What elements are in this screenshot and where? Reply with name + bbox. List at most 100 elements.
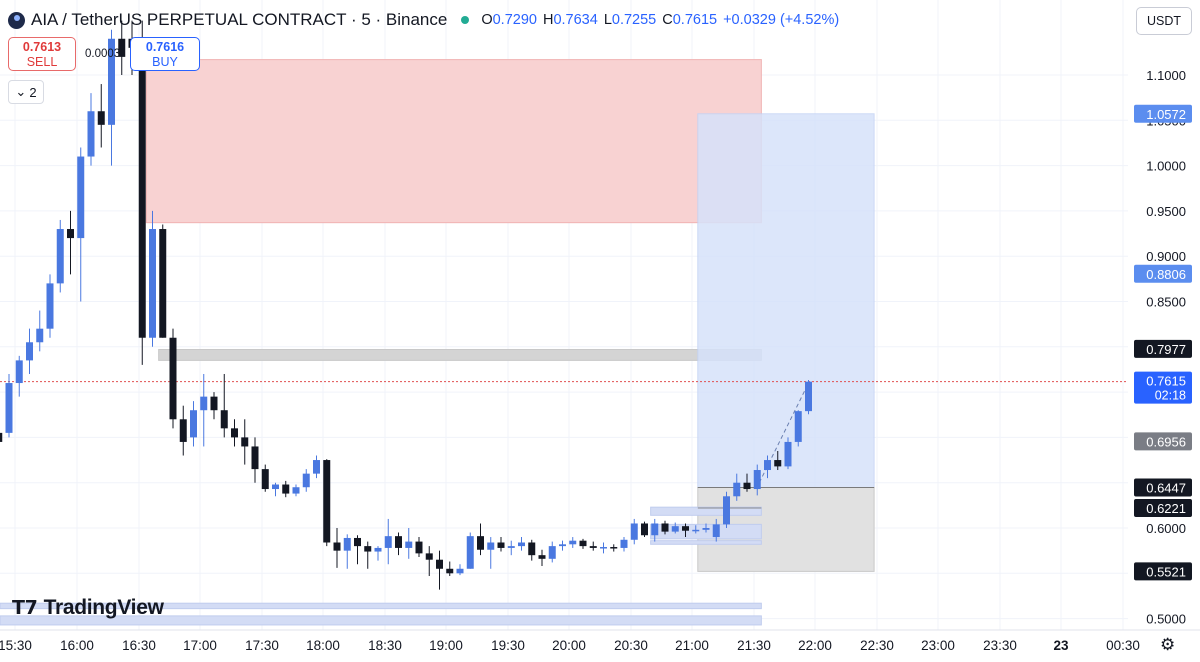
- chevron-down-icon: ⌄: [15, 84, 27, 99]
- candle-body: [364, 546, 372, 552]
- candle-body: [805, 381, 812, 412]
- demand-zone: [650, 506, 762, 516]
- market-status-dot-icon: [461, 16, 470, 24]
- candle-body: [118, 38, 126, 57]
- tradingview-mark-icon: 𝗧𝟳: [12, 597, 38, 619]
- candle-body: [661, 523, 669, 532]
- candle-body: [190, 410, 197, 438]
- price-axis: 1.10001.05001.00000.95000.90000.85000.80…: [1134, 68, 1192, 627]
- demand-zone: [0, 615, 762, 626]
- candle-body: [610, 547, 618, 549]
- ohlc-open-label: O: [481, 12, 493, 28]
- symbol-logo-icon: [8, 11, 25, 29]
- time-tick-label: 15:30: [0, 638, 32, 653]
- time-tick-label: 16:30: [122, 638, 156, 653]
- ohlc-high: 0.7634: [553, 12, 598, 28]
- candle-body: [220, 410, 228, 429]
- candle-body: [446, 568, 454, 574]
- brand-name: TradingView: [43, 596, 164, 619]
- tradingview-logo[interactable]: 𝗧𝟳 TradingView: [12, 596, 164, 620]
- candle-body: [282, 484, 290, 494]
- buy-button[interactable]: 0.7616 BUY: [130, 37, 200, 71]
- candle-body: [600, 547, 607, 549]
- price-label-bg: [1134, 478, 1192, 497]
- currency-button[interactable]: USDT: [1136, 7, 1192, 35]
- ohlc-open: 0.7290: [492, 12, 537, 28]
- candle-body: [682, 526, 689, 531]
- countdown-label-text: 02:18: [1155, 389, 1186, 403]
- time-tick-label: 19:30: [491, 638, 525, 653]
- price-label-bg: [1134, 562, 1192, 581]
- candle-body: [251, 446, 259, 470]
- candle-body: [292, 487, 300, 494]
- candle-body: [579, 540, 587, 547]
- candle-body: [108, 38, 115, 125]
- price-label: 1.0572: [1134, 104, 1192, 123]
- candle-body: [702, 528, 710, 530]
- candle-body: [159, 229, 167, 338]
- candle-body: [507, 546, 515, 548]
- price-label-bg: [1134, 432, 1192, 451]
- time-tick-label: 20:00: [552, 638, 586, 653]
- time-tick-label: 18:00: [306, 638, 340, 653]
- candle-body: [0, 432, 3, 442]
- candle-body: [138, 47, 146, 338]
- price-tick-label: 0.9500: [1146, 204, 1186, 219]
- candle-body: [487, 542, 495, 550]
- ohlc-close: 0.7615: [672, 12, 718, 28]
- time-tick-label: 23:00: [921, 638, 955, 653]
- ohlc-close-label: C: [662, 12, 673, 28]
- buy-price: 0.7616: [145, 40, 185, 54]
- spread-value: 0.0003: [85, 48, 121, 60]
- resistance-zone: [158, 349, 762, 361]
- candle-body: [497, 542, 505, 548]
- candle-body: [97, 111, 105, 125]
- time-tick-label: 23:30: [983, 638, 1017, 653]
- indicator-count: 2: [29, 84, 37, 100]
- candle-body: [743, 482, 751, 490]
- candle-body: [415, 541, 423, 554]
- candle-body: [538, 555, 546, 559]
- demand-zone: [0, 602, 762, 610]
- ohlc-high-label: H: [542, 12, 554, 28]
- price-tick-label: 1.1000: [1146, 68, 1186, 83]
- candle-body: [56, 229, 64, 284]
- candle-body: [651, 523, 659, 536]
- time-tick-label: 00:30: [1106, 638, 1140, 653]
- trend-projection-line: [758, 382, 809, 483]
- indicators-collapse-button[interactable]: ⌄ 2: [8, 80, 44, 104]
- price-label-text: 0.6221: [1146, 501, 1186, 516]
- candle-body: [302, 473, 310, 488]
- symbol-title[interactable]: AIA / TetherUS PERPETUAL CONTRACT · 5 · …: [31, 10, 448, 29]
- price-label-text: 1.0572: [1146, 107, 1186, 122]
- time-tick-label: 17:30: [245, 638, 279, 653]
- price-label-text: 0.7615: [1146, 374, 1186, 389]
- price-label: 0.8806: [1134, 264, 1192, 283]
- sell-button[interactable]: 0.7613 SELL: [8, 37, 76, 71]
- candle-body: [261, 469, 269, 490]
- price-label-text: 0.8806: [1146, 267, 1186, 282]
- candle-body: [589, 546, 597, 548]
- candle-body: [712, 524, 720, 538]
- price-label-bg: [1134, 264, 1192, 283]
- candle-body: [333, 542, 341, 551]
- demand-zone: [650, 540, 762, 545]
- candle-body: [241, 437, 249, 447]
- time-tick-label: 18:30: [368, 638, 402, 653]
- price-label: 0.6221: [1134, 498, 1192, 517]
- candlestick-series: [0, 20, 812, 590]
- candle-body: [46, 283, 54, 329]
- ohlc-low-label: L: [603, 12, 612, 28]
- price-label-bg: [1134, 339, 1192, 358]
- candle-body: [231, 428, 238, 438]
- price-label-text: 0.6447: [1146, 481, 1186, 496]
- candle-body: [641, 523, 648, 536]
- candle-body: [559, 544, 566, 547]
- price-label-text: 0.6956: [1146, 434, 1186, 449]
- candle-body: [395, 536, 402, 548]
- candle-body: [5, 383, 13, 433]
- settings-gear-icon[interactable]: ⚙: [1160, 635, 1176, 654]
- candle-body: [436, 559, 443, 569]
